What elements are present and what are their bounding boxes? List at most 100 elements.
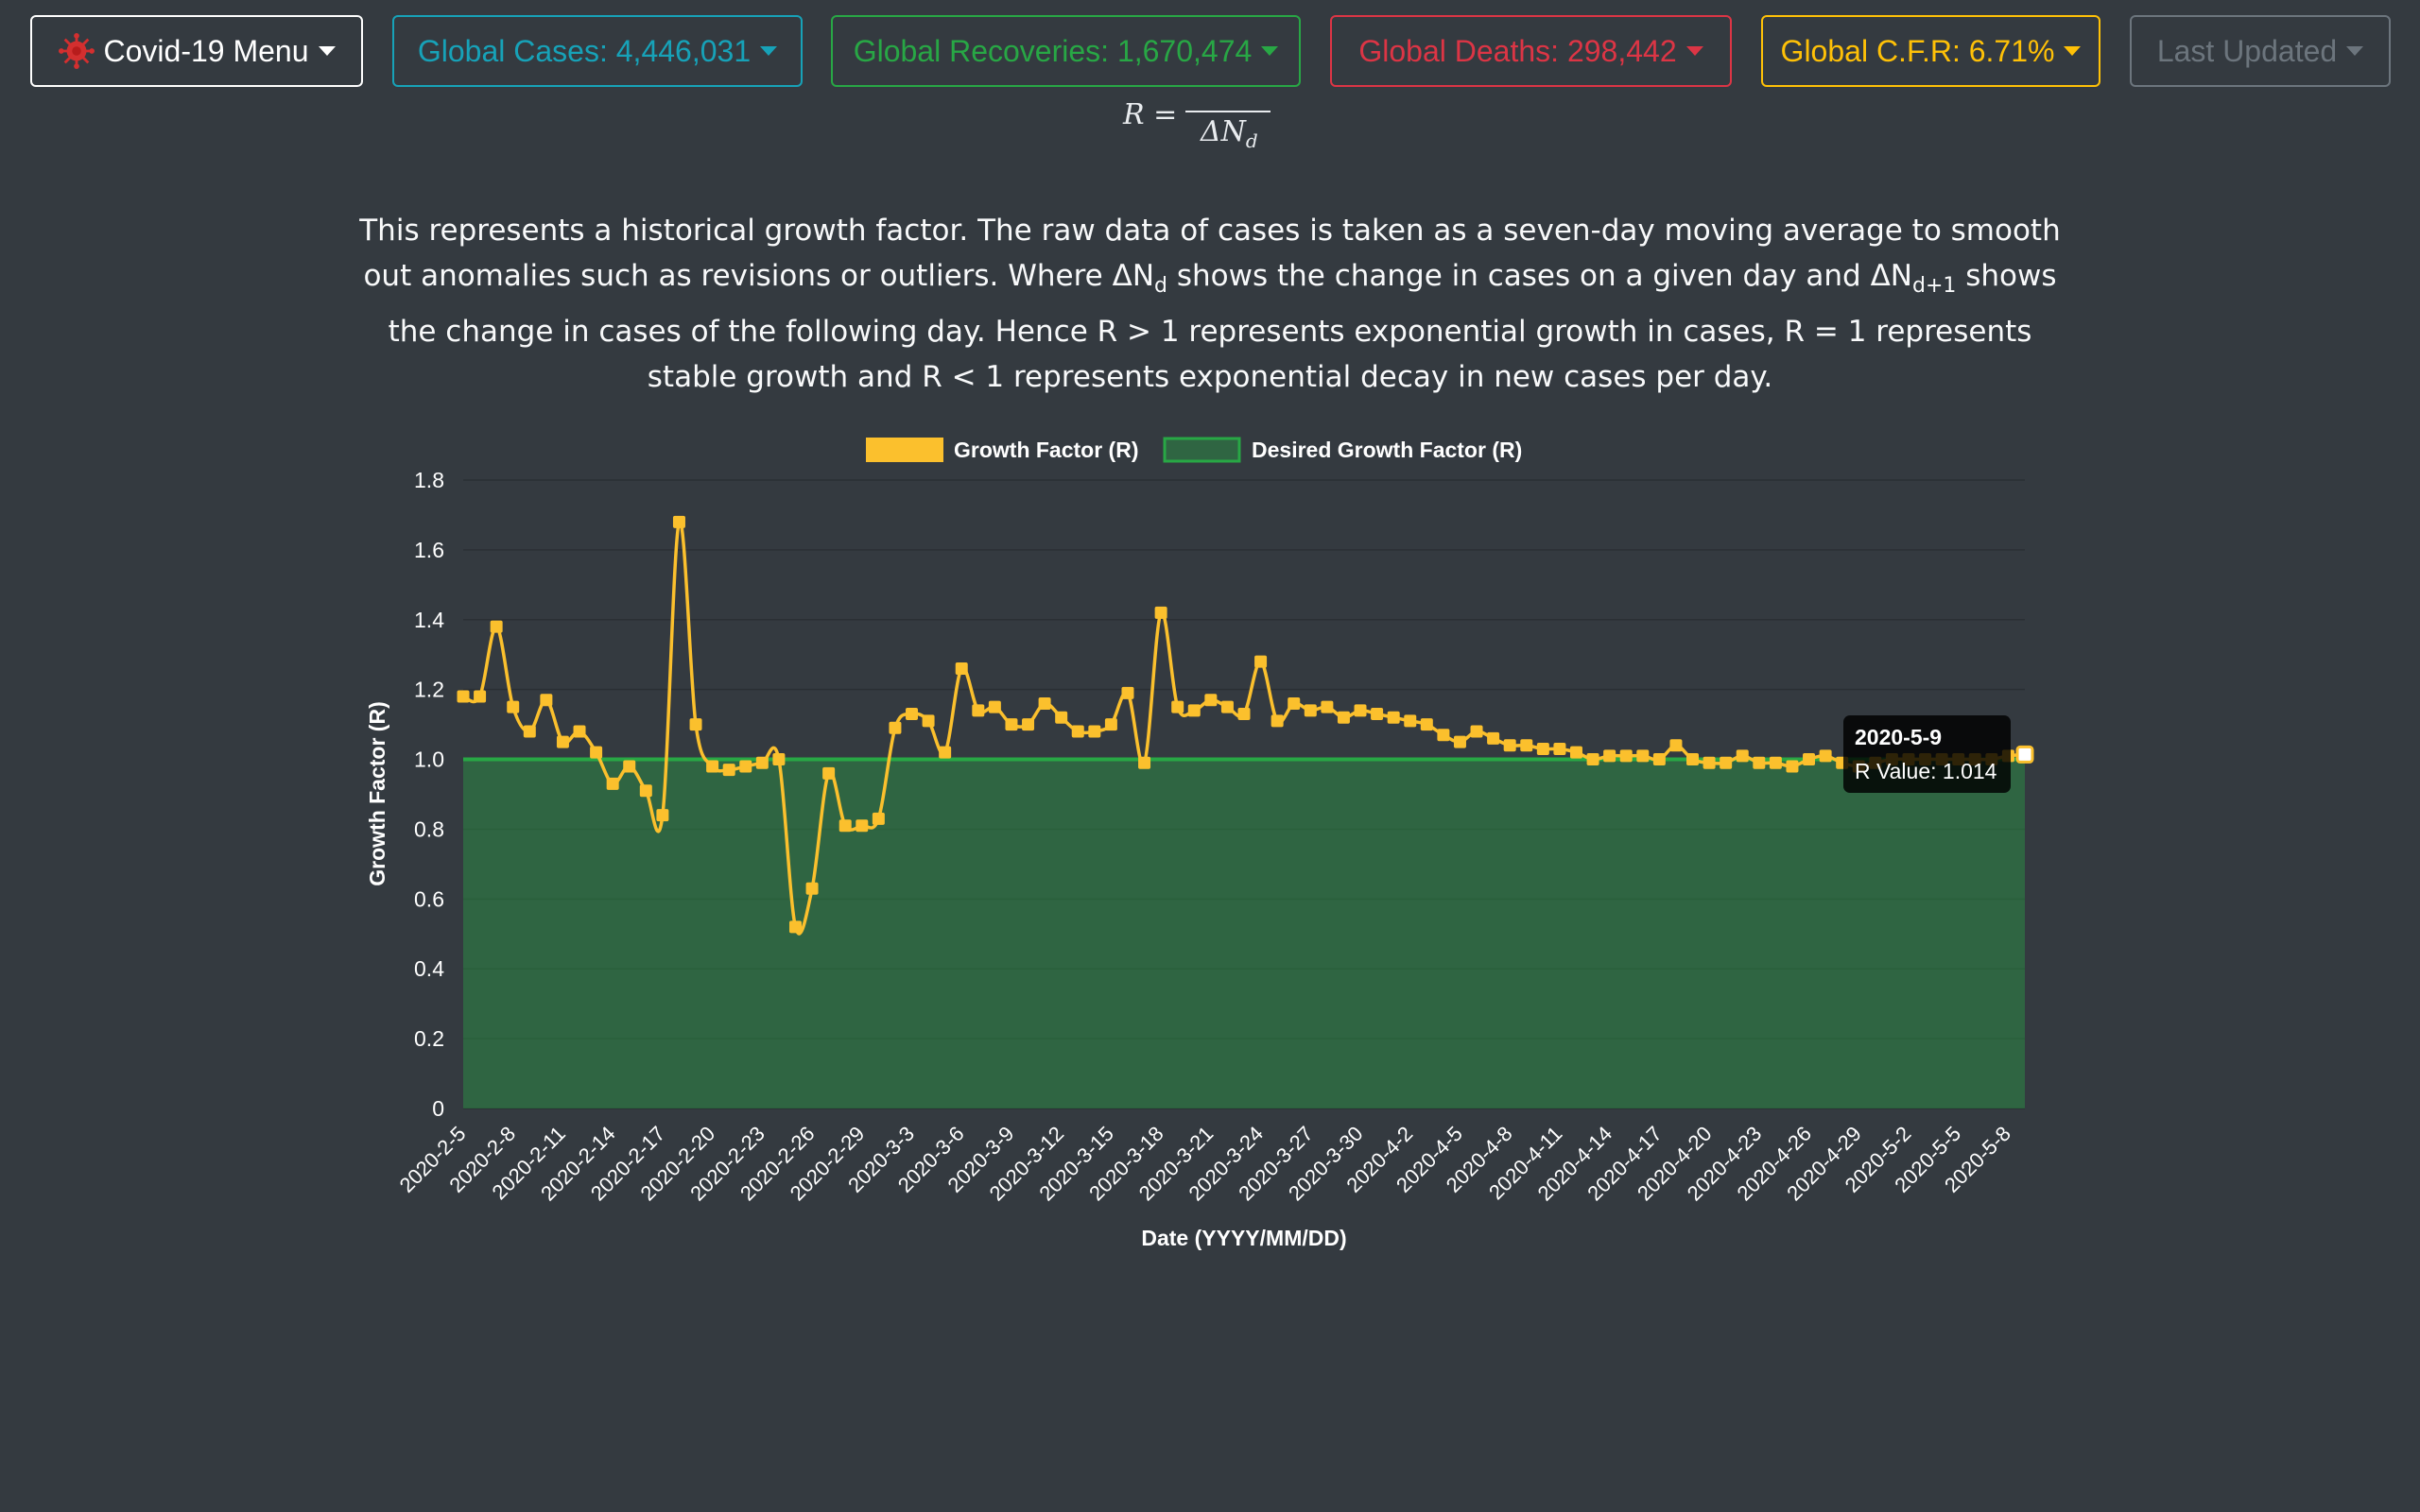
data-point — [656, 809, 669, 822]
data-point — [540, 694, 553, 707]
global-deaths-dropdown[interactable]: Global Deaths: 298,442 — [1330, 15, 1732, 87]
data-point — [1088, 725, 1101, 738]
data-point — [1569, 746, 1582, 759]
data-point — [1586, 753, 1599, 766]
data-point — [573, 725, 586, 738]
data-point — [706, 760, 719, 773]
data-point — [1786, 760, 1799, 773]
data-point — [889, 721, 902, 734]
data-point — [457, 690, 470, 703]
data-point — [1703, 756, 1716, 769]
data-point — [1669, 739, 1683, 752]
tooltip-value: R Value: 1.014 — [1855, 759, 1997, 783]
data-point — [1104, 718, 1117, 731]
data-point — [788, 920, 802, 934]
growth-factor-description: This represents a historical growth fact… — [350, 208, 2070, 400]
data-point — [672, 515, 685, 528]
y-axis-label: Growth Factor (R) — [365, 701, 389, 886]
legend-label-growth: Growth Factor (R) — [954, 438, 1139, 462]
data-point — [1022, 718, 1035, 731]
data-point — [988, 700, 1001, 713]
data-point — [1503, 739, 1516, 752]
data-point — [722, 764, 735, 777]
y-tick-label: 1.6 — [414, 538, 444, 562]
data-point — [639, 784, 652, 798]
covid-menu-button[interactable]: Covid-19 Menu — [30, 15, 363, 87]
data-point — [1736, 749, 1749, 763]
y-tick-label: 1.0 — [414, 747, 444, 772]
top-navbar: Covid-19 Menu Global Cases: 4,446,031 Gl… — [0, 0, 2420, 94]
formula-lhs: R = — [1123, 98, 1178, 131]
data-point — [490, 620, 503, 633]
growth-factor-chart-svg[interactable]: 0 0.2 0.4 0.6 0.8 1.0 1.2 1.4 1.6 1.8 2020-2-5202… — [0, 416, 2420, 1266]
desired-growth-area — [463, 759, 2025, 1108]
legend-swatch-growth — [866, 438, 943, 462]
caret-down-icon — [1261, 46, 1279, 56]
data-point — [1603, 749, 1616, 763]
y-tick-label: 1.2 — [414, 678, 444, 702]
y-tick-label: 0 — [432, 1096, 444, 1121]
data-point — [1420, 718, 1433, 731]
data-point — [1288, 696, 1301, 710]
data-point — [1619, 749, 1633, 763]
data-point — [689, 718, 702, 731]
data-point — [1204, 694, 1218, 707]
caret-down-icon — [2064, 46, 2082, 56]
covid-menu-label: Covid-19 Menu — [103, 33, 309, 68]
data-point — [1254, 655, 1268, 668]
data-point — [805, 882, 819, 895]
description-dn2: ΔN — [1870, 259, 1912, 293]
y-tick-label: 0.2 — [414, 1026, 444, 1051]
data-point — [856, 819, 869, 833]
virus-icon — [58, 33, 95, 69]
data-point — [1753, 756, 1766, 769]
data-point — [1720, 756, 1733, 769]
x-axis-ticks: 2020-2-52020-2-82020-2-112020-2-142020-2… — [395, 1122, 2015, 1206]
legend-swatch-desired — [1163, 437, 1241, 463]
data-point — [1187, 704, 1201, 717]
caret-down-icon — [1685, 46, 1703, 56]
data-point — [972, 704, 985, 717]
description-dn1-sub: d — [1154, 274, 1167, 299]
global-cfr-dropdown[interactable]: Global C.F.R: 6.71% — [1761, 15, 2100, 87]
formula-denominator: ΔNd — [1201, 115, 1258, 152]
data-point — [1337, 711, 1350, 724]
data-point — [1404, 714, 1417, 728]
data-point — [772, 753, 786, 766]
description-dn2-sub: d+1 — [1912, 274, 1957, 299]
data-point — [955, 662, 968, 675]
y-tick-label: 0.6 — [414, 886, 444, 911]
desired-area-layer — [463, 757, 2025, 1108]
data-point — [556, 735, 569, 748]
data-point — [1055, 711, 1068, 724]
data-point — [1553, 742, 1566, 755]
highlighted-data-point — [2015, 745, 2034, 764]
data-point — [1520, 739, 1533, 752]
data-point — [1453, 735, 1466, 748]
data-point — [1437, 729, 1450, 742]
data-point — [623, 760, 636, 773]
last-updated-label: Last Updated — [2156, 33, 2338, 68]
data-point — [523, 725, 536, 738]
growth-factor-formula: R = ΔNd — [0, 94, 2420, 161]
tooltip-box — [1843, 715, 2011, 793]
formula-den-symbol: ΔN — [1201, 115, 1246, 148]
global-cases-dropdown[interactable]: Global Cases: 4,446,031 — [392, 15, 803, 87]
data-point — [1038, 696, 1051, 710]
data-point — [1005, 718, 1018, 731]
caret-down-icon — [318, 46, 336, 56]
data-point — [906, 708, 919, 721]
data-point — [1636, 749, 1650, 763]
data-point — [1220, 700, 1234, 713]
global-recoveries-dropdown[interactable]: Global Recoveries: 1,670,474 — [831, 15, 1301, 87]
data-point — [1769, 756, 1782, 769]
y-tick-label: 0.4 — [414, 956, 444, 981]
last-updated-dropdown[interactable]: Last Updated — [2130, 15, 2391, 87]
y-axis-ticks: 0 0.2 0.4 0.6 0.8 1.0 1.2 1.4 1.6 1.8 — [414, 468, 444, 1121]
growth-factor-chart: 0 0.2 0.4 0.6 0.8 1.0 1.2 1.4 1.6 1.8 2020-2-5 202… — [0, 416, 2420, 1266]
data-point — [1371, 708, 1384, 721]
caret-down-icon — [2346, 46, 2364, 56]
caret-down-icon — [760, 46, 778, 56]
data-point — [1387, 711, 1400, 724]
formula-den-sub: d — [1245, 129, 1258, 152]
